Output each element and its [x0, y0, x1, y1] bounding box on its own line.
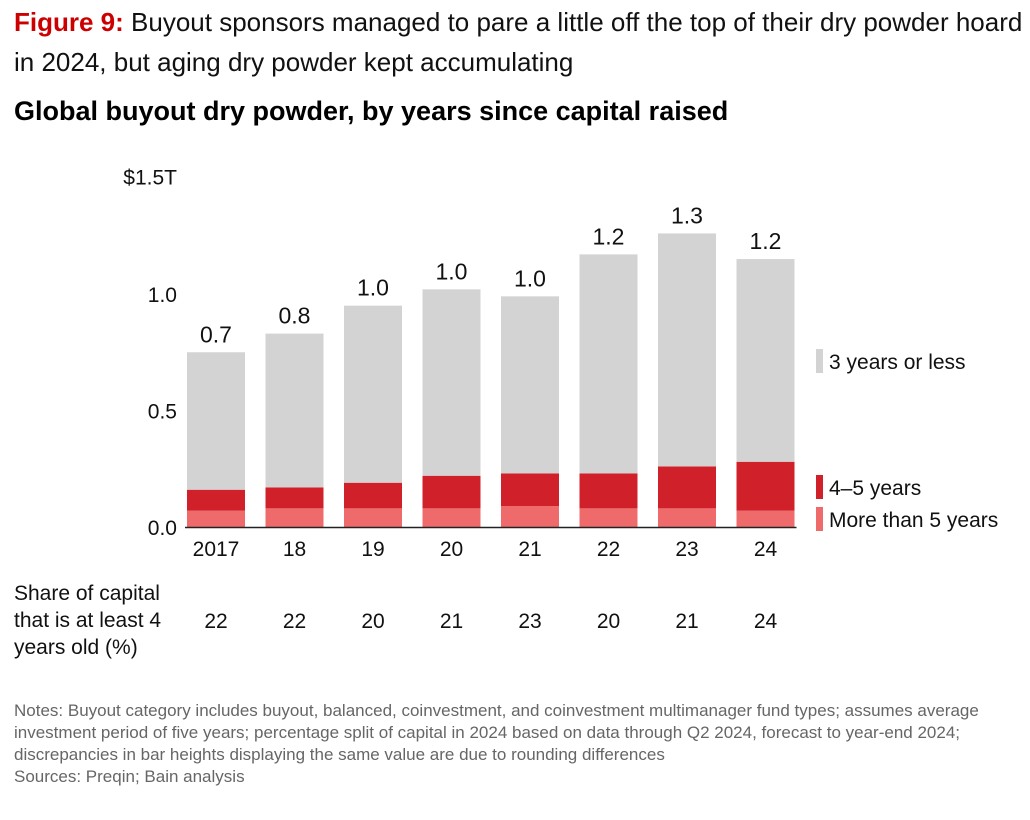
notes-text: Notes: Buyout category includes buyout, … [14, 701, 979, 764]
bar-total-label: 1.0 [436, 258, 468, 284]
figure-caption: Figure 9: Buyout sponsors managed to par… [14, 2, 1024, 82]
y-tick-label: $1.5T [123, 167, 177, 190]
legend-item-3-years-or-less-swatch [816, 349, 823, 373]
figure-label: Figure 9: [14, 7, 124, 37]
bar-segment-4-5-years [501, 473, 559, 507]
legend-item-more-than-5-years-swatch [816, 507, 823, 531]
bar-segment-4-5-years [579, 473, 638, 509]
x-tick-label: 2017 [193, 538, 240, 561]
legend-item-4-5-years: 4–5 years [829, 477, 921, 500]
bar-total-label: 0.7 [200, 321, 232, 347]
share-value: 21 [675, 610, 698, 633]
x-tick-label: 22 [597, 538, 620, 561]
share-row-label: Share of capital that is at least 4 year… [14, 582, 162, 659]
x-tick-label: 24 [754, 538, 778, 561]
x-tick-label: 19 [361, 538, 384, 561]
notes-block: Notes: Buyout category includes buyout, … [14, 700, 1004, 788]
share-value: 24 [754, 610, 778, 633]
bar-segment-4-5-years [265, 487, 324, 509]
figure-caption-text: Buyout sponsors managed to pare a little… [14, 7, 1023, 77]
share-value: 23 [518, 610, 541, 633]
bar-segment-more-than-5-years [344, 508, 402, 527]
y-tick-label: 0.0 [148, 517, 177, 540]
bar-segment-3-years-or-less [422, 289, 481, 476]
y-tick-label: 1.0 [148, 284, 177, 307]
bar-segment-3-years-or-less [501, 296, 559, 474]
legend-item-3-years-or-less: 3 years or less [829, 351, 966, 374]
bar-segment-4-5-years [344, 482, 402, 509]
chart-title: Global buyout dry powder, by years since… [14, 96, 729, 126]
bar-segment-4-5-years [422, 475, 481, 509]
x-tick-label: 20 [440, 538, 463, 561]
bar-segment-4-5-years [736, 461, 795, 511]
bar-segment-3-years-or-less [579, 254, 638, 474]
stacked-bar-chart: 0.0 0.5 1.0 $1.5T 0.7 2017 22 0.8 18 22 1.0 19 20 1.0… [123, 167, 998, 634]
bar-total-label: 1.0 [514, 265, 546, 291]
bar-total-label: 1.3 [671, 202, 703, 228]
bar-total-label: 0.8 [279, 303, 311, 329]
bar-segment-3-years-or-less [344, 305, 402, 483]
sources-text: Sources: Preqin; Bain analysis [14, 767, 245, 786]
bar-segment-4-5-years [658, 466, 716, 509]
x-tick-label: 18 [283, 538, 306, 561]
bar-segment-more-than-5-years [265, 508, 324, 527]
share-value: 21 [440, 610, 463, 633]
y-tick-label: 0.5 [148, 401, 177, 424]
bar-segment-4-5-years [187, 489, 245, 511]
bar-segment-more-than-5-years [187, 510, 245, 527]
bar-total-label: 1.0 [357, 275, 389, 301]
bar-segment-more-than-5-years [658, 508, 716, 527]
share-value: 20 [361, 610, 384, 633]
legend-item-4-5-years-swatch [816, 475, 823, 499]
bar-segment-3-years-or-less [658, 233, 716, 467]
bar-segment-3-years-or-less [265, 333, 324, 488]
x-tick-label: 23 [675, 538, 698, 561]
bar-segment-more-than-5-years [579, 508, 638, 527]
x-tick-label: 21 [518, 538, 541, 561]
bar-segment-more-than-5-years [501, 506, 559, 527]
bar-total-label: 1.2 [750, 228, 782, 254]
share-value: 20 [597, 610, 620, 633]
bar-total-label: 1.2 [593, 223, 625, 249]
bar-segment-more-than-5-years [736, 510, 795, 527]
bar-segment-3-years-or-less [187, 352, 245, 490]
legend-item-more-than-5-years: More than 5 years [829, 509, 998, 532]
bar-segment-3-years-or-less [736, 259, 795, 462]
share-value: 22 [204, 610, 227, 633]
bar-segment-more-than-5-years [422, 508, 481, 527]
share-value: 22 [283, 610, 306, 633]
